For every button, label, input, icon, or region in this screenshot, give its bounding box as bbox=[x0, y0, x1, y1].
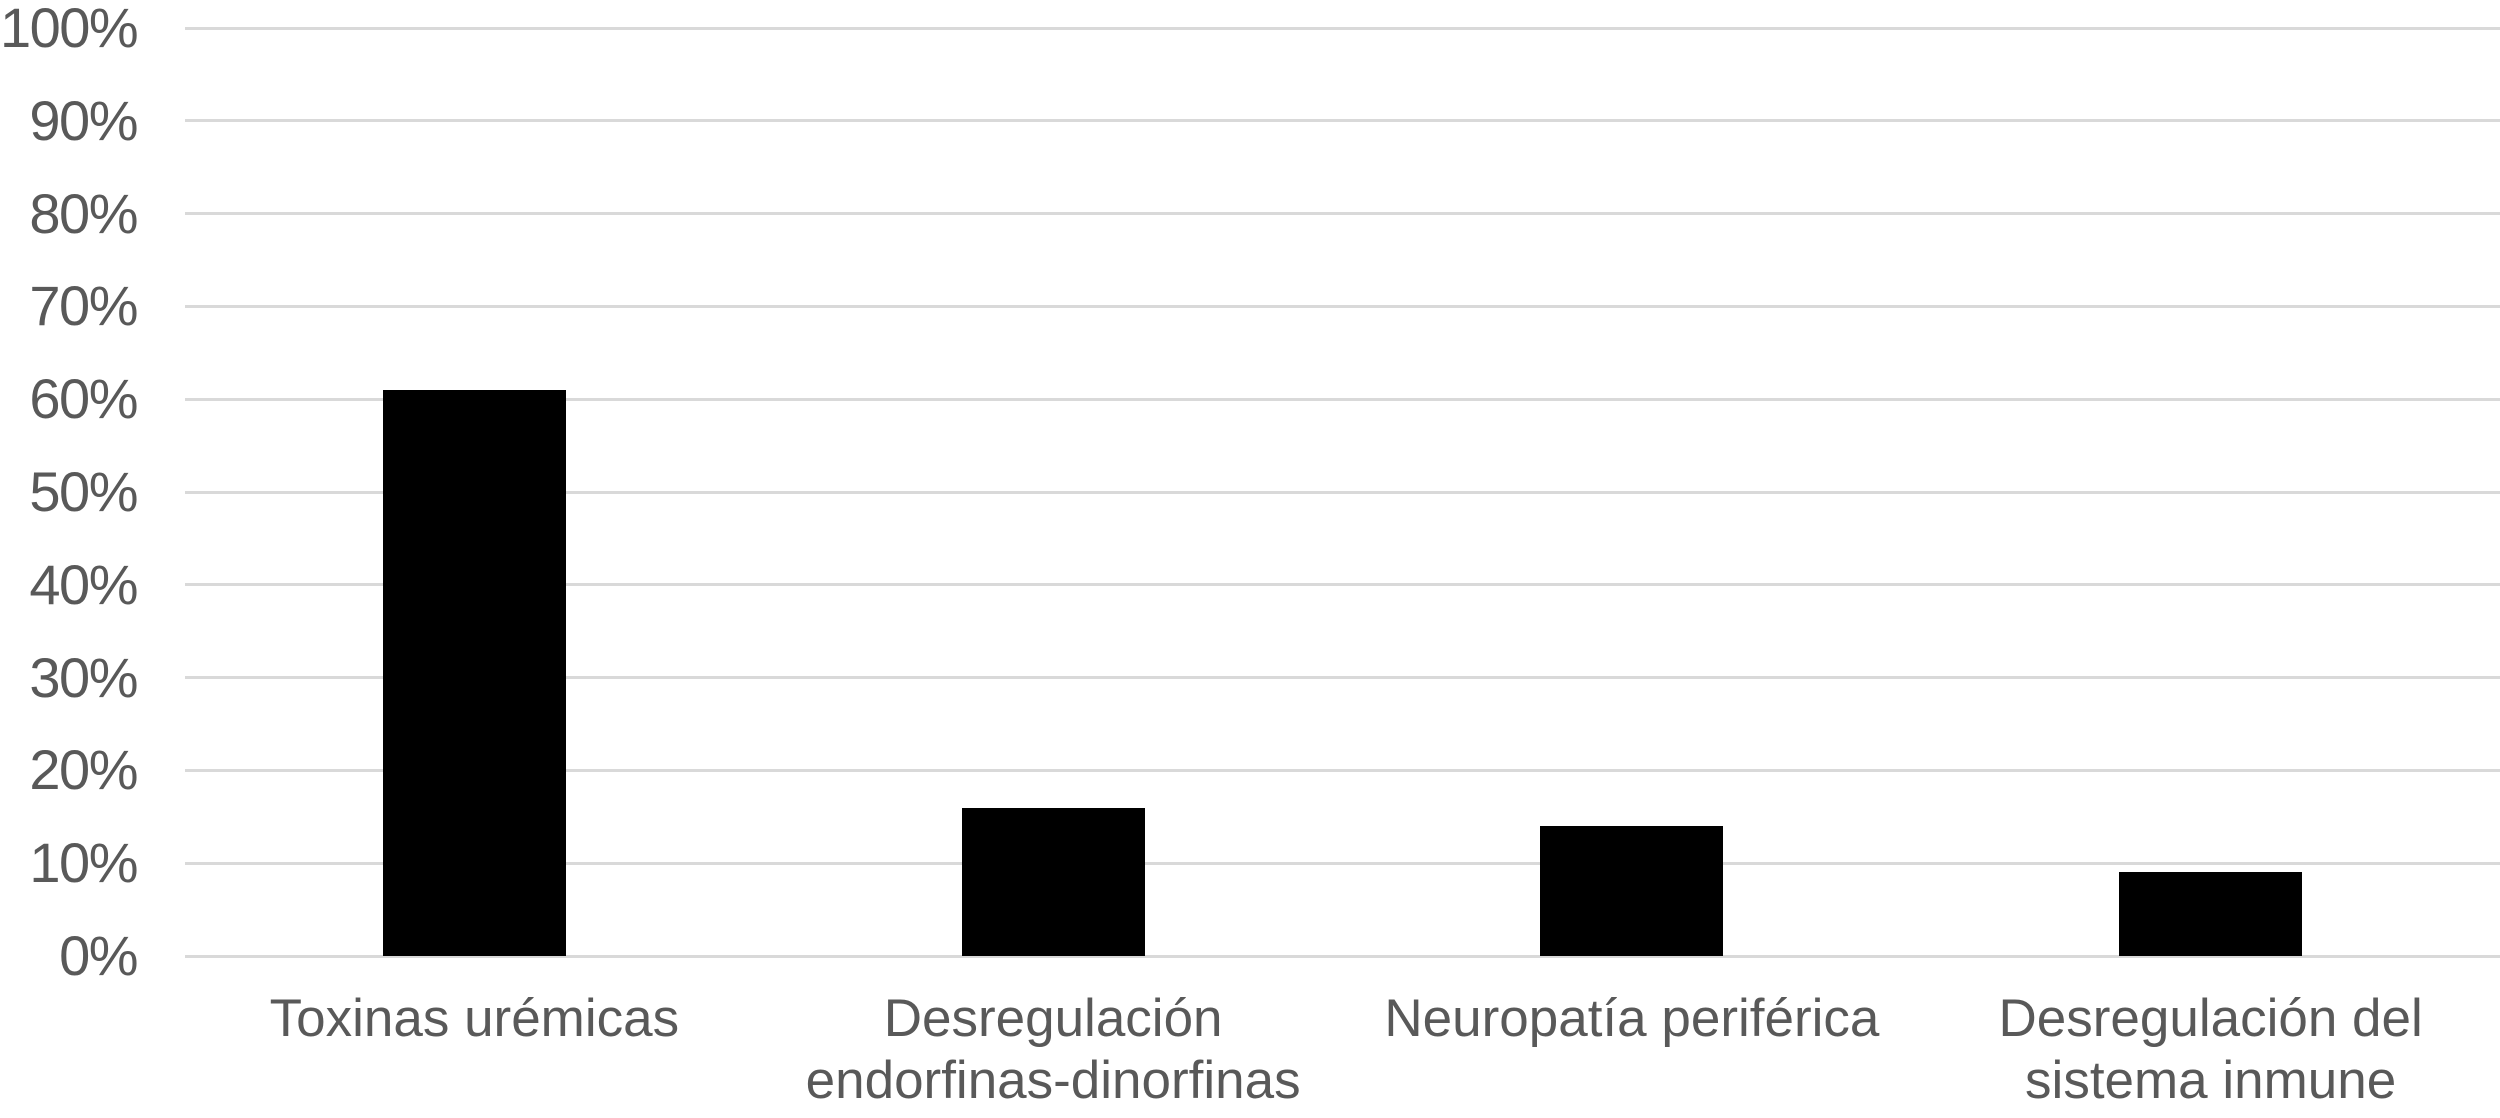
y-tick-label: 40% bbox=[29, 552, 138, 616]
gridline bbox=[185, 490, 2500, 494]
gridline bbox=[185, 397, 2500, 401]
gridline bbox=[185, 26, 2500, 30]
gridline bbox=[185, 212, 2500, 216]
y-tick-label: 70% bbox=[29, 274, 138, 338]
gridline bbox=[185, 768, 2500, 772]
x-category-label: Desregulación endorfinas-dinorfinas bbox=[805, 989, 1301, 1110]
x-category-label: Neuropatía periférica bbox=[1384, 989, 1880, 1048]
y-tick-label: 80% bbox=[29, 181, 138, 245]
y-tick-label: 100% bbox=[0, 0, 139, 59]
bar bbox=[2119, 872, 2303, 956]
y-tick-label: 0% bbox=[59, 924, 138, 987]
y-tick-label: 20% bbox=[29, 738, 138, 802]
bar bbox=[961, 807, 1145, 956]
gridline bbox=[185, 304, 2500, 308]
bar bbox=[1540, 826, 1724, 956]
y-tick-label: 30% bbox=[29, 645, 138, 709]
gridline bbox=[185, 583, 2500, 587]
gridline bbox=[185, 676, 2500, 680]
y-tick-label: 60% bbox=[29, 367, 138, 431]
gridline bbox=[185, 861, 2500, 865]
bar bbox=[382, 389, 566, 956]
y-tick-label: 10% bbox=[29, 831, 138, 895]
y-tick-label: 90% bbox=[29, 88, 138, 152]
gridline bbox=[185, 119, 2500, 123]
x-category-label: Toxinas urémicas bbox=[269, 989, 680, 1048]
y-tick-label: 50% bbox=[29, 460, 138, 523]
gridline bbox=[185, 954, 2500, 958]
x-category-label: Desregulación del sistema inmune bbox=[1998, 989, 2423, 1110]
